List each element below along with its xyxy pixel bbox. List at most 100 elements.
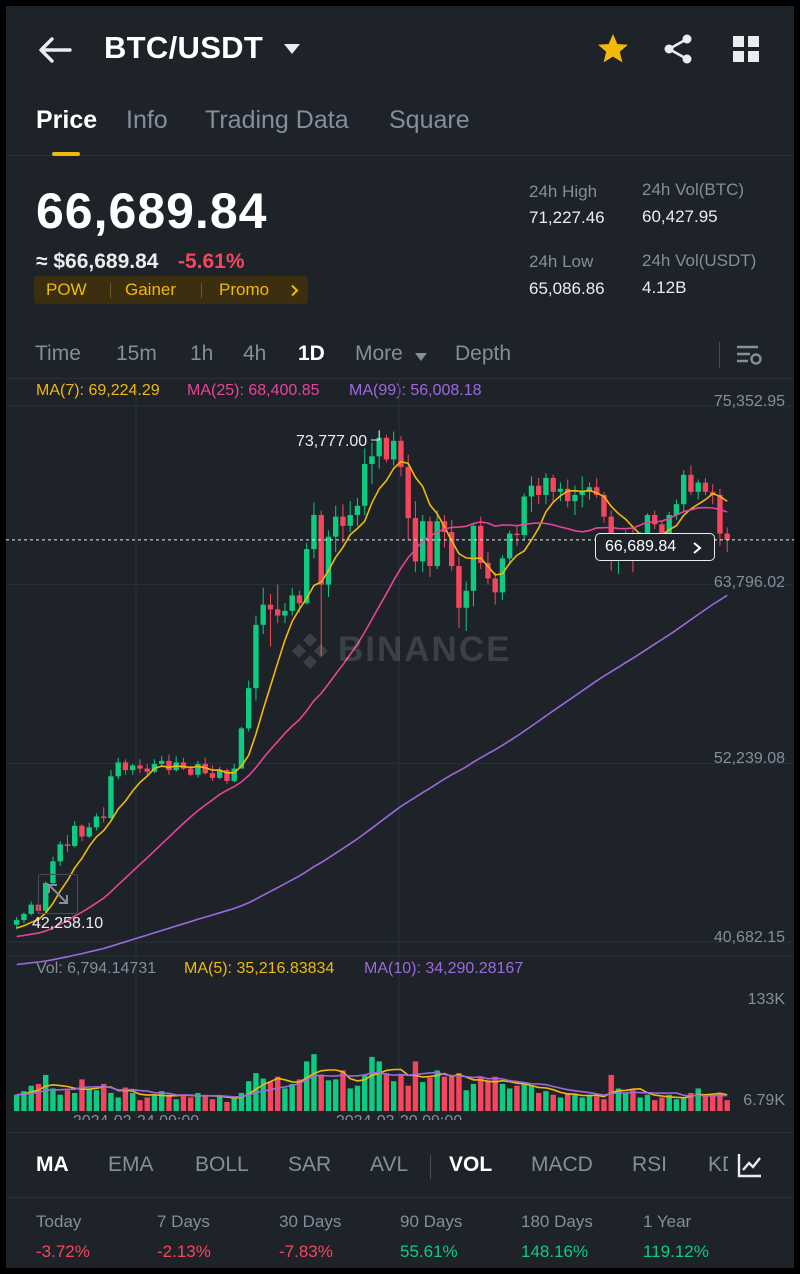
- volume-bar: [369, 1056, 375, 1111]
- indicator-ma[interactable]: MA: [36, 1153, 69, 1176]
- x-axis-label: 2024-03-20 09:00: [336, 1113, 462, 1120]
- candle: [14, 920, 20, 925]
- candle: [318, 515, 324, 585]
- volume-bar: [108, 1092, 114, 1111]
- volume-bar: [246, 1081, 252, 1111]
- interval-depth[interactable]: Depth: [455, 342, 512, 365]
- candle: [695, 482, 701, 492]
- candle: [238, 728, 245, 769]
- candle: [260, 604, 266, 625]
- tag-pow[interactable]: POW: [46, 280, 87, 299]
- main-tabs: Price Info Trading Data Square: [6, 102, 794, 156]
- interval-1d[interactable]: 1D: [298, 342, 325, 365]
- candle: [543, 477, 549, 495]
- candle: [376, 437, 382, 457]
- candle: [456, 566, 462, 608]
- indicator-ema[interactable]: EMA: [108, 1153, 154, 1176]
- performance-value: -7.83%: [279, 1242, 333, 1261]
- chevron-down-icon[interactable]: [414, 352, 428, 362]
- candle: [427, 521, 433, 567]
- indicator-settings-icon[interactable]: [736, 1151, 764, 1179]
- candle: [304, 549, 310, 604]
- candle: [209, 773, 216, 778]
- vol-ma10-line: [16, 1071, 728, 1098]
- active-tab-indicator: [52, 152, 80, 156]
- tab-square[interactable]: Square: [389, 106, 470, 134]
- indicator-vol[interactable]: VOL: [449, 1153, 493, 1176]
- volume-bar: [710, 1096, 716, 1111]
- interval-4h[interactable]: 4h: [243, 342, 267, 365]
- indicator-boll[interactable]: BOLL: [195, 1153, 249, 1176]
- back-arrow-icon[interactable]: [34, 32, 74, 68]
- legend-ma7: MA(7): 69,224.29: [36, 382, 160, 399]
- tag-bar[interactable]: POW Gainer Promo: [34, 276, 308, 304]
- indicator-sar[interactable]: SAR: [288, 1153, 332, 1176]
- volume-bar: [325, 1080, 332, 1111]
- indicator-kd[interactable]: KD: [708, 1153, 728, 1176]
- star-icon[interactable]: [596, 32, 630, 66]
- grid-icon[interactable]: [730, 32, 762, 66]
- interval-more[interactable]: More: [355, 342, 403, 365]
- volume-bar: [144, 1097, 150, 1111]
- volume-bar: [702, 1095, 709, 1111]
- stat-high-value: 71,227.46: [529, 208, 605, 227]
- tag-promo[interactable]: Promo: [219, 280, 270, 299]
- volume-bar: [28, 1085, 34, 1111]
- tab-info[interactable]: Info: [126, 106, 168, 134]
- interval-15m[interactable]: 15m: [116, 342, 157, 365]
- candle: [536, 485, 542, 495]
- volume-bar: [550, 1094, 556, 1111]
- candle: [644, 515, 651, 537]
- candle: [449, 532, 455, 567]
- chevron-down-icon[interactable]: [282, 42, 302, 56]
- tab-price[interactable]: Price: [36, 106, 98, 134]
- volume-bar: [456, 1073, 462, 1111]
- interval-time[interactable]: Time: [35, 342, 81, 365]
- legend-vol-ma10: MA(10): 34,290.28167: [364, 960, 523, 977]
- legend-ma25: MA(25): 68,400.85: [187, 382, 320, 399]
- candle: [195, 763, 201, 775]
- indicator-macd[interactable]: MACD: [531, 1153, 593, 1176]
- current-price-tag[interactable]: 66,689.84: [595, 533, 715, 561]
- share-icon[interactable]: [662, 32, 694, 66]
- volume-bar: [405, 1085, 411, 1111]
- interval-1h[interactable]: 1h: [190, 342, 214, 365]
- y-axis-label: 52,239.08: [714, 750, 785, 767]
- indicator-rsi[interactable]: RSI: [632, 1153, 668, 1176]
- volume-bar: [151, 1095, 158, 1111]
- candle: [405, 467, 411, 519]
- candle: [340, 516, 346, 526]
- zoom-toggle-button[interactable]: [38, 874, 78, 914]
- pair-title[interactable]: BTC/USDT: [104, 30, 264, 65]
- volume-bar: [572, 1094, 578, 1111]
- tab-trading-data[interactable]: Trading Data: [205, 106, 349, 134]
- y-axis-label: 40,682.15: [714, 929, 785, 946]
- stat-vol-btc-label: 24h Vol(BTC): [642, 180, 745, 199]
- volume-bar: [333, 1079, 339, 1111]
- candle: [231, 768, 237, 781]
- volume-bar: [579, 1097, 585, 1111]
- ma7-line: [16, 460, 728, 929]
- candlestick-chart[interactable]: 75,352.95 63,796.02 52,239.08 40,682.15 73,7…: [6, 380, 794, 1120]
- volume-bar: [557, 1097, 564, 1111]
- current-price-tag-value: 66,689.84: [605, 538, 677, 555]
- x-axis-label: 2024-02-24 09:00: [73, 1113, 199, 1120]
- candle: [166, 760, 172, 771]
- performance-label: 1 Year: [643, 1212, 692, 1231]
- volume-bar: [57, 1094, 63, 1111]
- candle: [43, 882, 49, 911]
- candle: [333, 516, 339, 537]
- collapse-arrows-icon: [48, 884, 68, 904]
- chart-settings-icon[interactable]: [734, 340, 764, 370]
- tag-gainer[interactable]: Gainer: [125, 280, 177, 299]
- volume-bar: [180, 1094, 187, 1111]
- volume-bar: [354, 1085, 361, 1111]
- volume-bar: [260, 1078, 266, 1111]
- indicator-avl[interactable]: AVL: [370, 1153, 409, 1176]
- candle: [673, 504, 680, 516]
- price-change-percent: -5.61%: [178, 250, 245, 273]
- volume-bar: [637, 1097, 643, 1111]
- performance-value: 55.61%: [400, 1242, 458, 1261]
- volume-bar: [666, 1094, 672, 1111]
- candle: [579, 491, 585, 495]
